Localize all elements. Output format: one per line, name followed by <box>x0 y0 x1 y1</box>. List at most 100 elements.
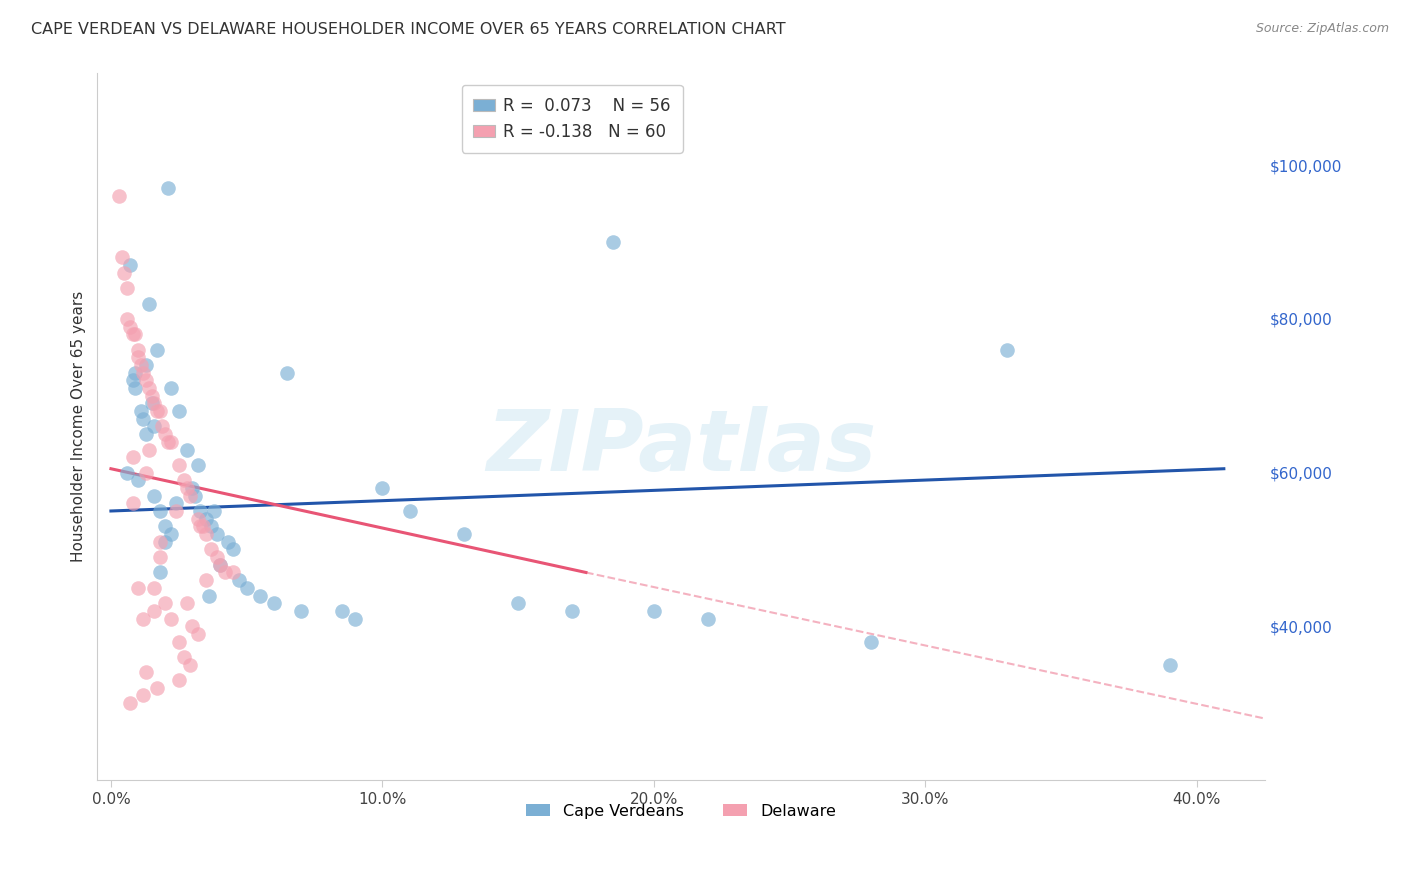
Point <box>124 366 146 380</box>
Point <box>200 519 222 533</box>
Point <box>176 481 198 495</box>
Point <box>124 327 146 342</box>
Point <box>132 366 155 380</box>
Point <box>197 589 219 603</box>
Point <box>173 473 195 487</box>
Point <box>159 611 181 625</box>
Point <box>187 627 209 641</box>
Point <box>149 550 172 565</box>
Point <box>263 596 285 610</box>
Point <box>159 527 181 541</box>
Text: CAPE VERDEAN VS DELAWARE HOUSEHOLDER INCOME OVER 65 YEARS CORRELATION CHART: CAPE VERDEAN VS DELAWARE HOUSEHOLDER INC… <box>31 22 786 37</box>
Point <box>506 596 529 610</box>
Point <box>149 504 172 518</box>
Point <box>1159 657 1181 672</box>
Point <box>143 489 166 503</box>
Y-axis label: Householder Income Over 65 years: Householder Income Over 65 years <box>72 291 86 562</box>
Point <box>165 496 187 510</box>
Point <box>167 673 190 687</box>
Point <box>124 381 146 395</box>
Point <box>129 404 152 418</box>
Point <box>143 604 166 618</box>
Point <box>697 611 720 625</box>
Point <box>156 434 179 449</box>
Point <box>141 396 163 410</box>
Point <box>344 611 367 625</box>
Point <box>159 381 181 395</box>
Point <box>127 343 149 357</box>
Point <box>127 581 149 595</box>
Point <box>115 281 138 295</box>
Legend: Cape Verdeans, Delaware: Cape Verdeans, Delaware <box>519 797 842 825</box>
Point <box>167 404 190 418</box>
Point <box>187 458 209 472</box>
Point <box>135 665 157 680</box>
Point <box>132 611 155 625</box>
Point <box>129 358 152 372</box>
Point <box>118 696 141 710</box>
Point <box>167 458 190 472</box>
Point <box>217 534 239 549</box>
Point <box>228 573 250 587</box>
Point <box>602 235 624 249</box>
Point <box>205 527 228 541</box>
Point <box>159 434 181 449</box>
Point <box>146 343 169 357</box>
Point <box>127 351 149 365</box>
Point <box>181 619 204 633</box>
Point <box>214 566 236 580</box>
Point <box>118 319 141 334</box>
Point <box>194 527 217 541</box>
Point <box>181 481 204 495</box>
Point <box>179 489 201 503</box>
Point <box>187 511 209 525</box>
Point <box>146 681 169 695</box>
Point <box>143 396 166 410</box>
Point <box>132 689 155 703</box>
Point <box>330 604 353 618</box>
Point <box>138 296 160 310</box>
Point <box>165 504 187 518</box>
Point <box>190 504 212 518</box>
Point <box>156 181 179 195</box>
Point <box>202 504 225 518</box>
Point <box>249 589 271 603</box>
Point <box>398 504 420 518</box>
Point <box>111 251 134 265</box>
Point <box>121 450 143 465</box>
Point <box>155 534 177 549</box>
Point <box>176 442 198 457</box>
Point <box>152 419 174 434</box>
Point <box>859 634 882 648</box>
Text: Source: ZipAtlas.com: Source: ZipAtlas.com <box>1256 22 1389 36</box>
Point <box>132 411 155 425</box>
Point <box>643 604 665 618</box>
Point <box>995 343 1018 357</box>
Point <box>190 519 212 533</box>
Point <box>138 442 160 457</box>
Point <box>118 258 141 272</box>
Point <box>167 634 190 648</box>
Point <box>149 534 172 549</box>
Text: ZIPatlas: ZIPatlas <box>486 406 876 489</box>
Point <box>155 427 177 442</box>
Point <box>453 527 475 541</box>
Point <box>222 566 245 580</box>
Point <box>143 419 166 434</box>
Point <box>193 519 215 533</box>
Point <box>222 542 245 557</box>
Point <box>149 566 172 580</box>
Point <box>194 511 217 525</box>
Point <box>135 466 157 480</box>
Point <box>155 519 177 533</box>
Point <box>184 489 207 503</box>
Point <box>235 581 257 595</box>
Point <box>208 558 231 572</box>
Point <box>276 366 298 380</box>
Point <box>121 373 143 387</box>
Point <box>138 381 160 395</box>
Point <box>127 473 149 487</box>
Point <box>205 550 228 565</box>
Point <box>290 604 312 618</box>
Point <box>371 481 394 495</box>
